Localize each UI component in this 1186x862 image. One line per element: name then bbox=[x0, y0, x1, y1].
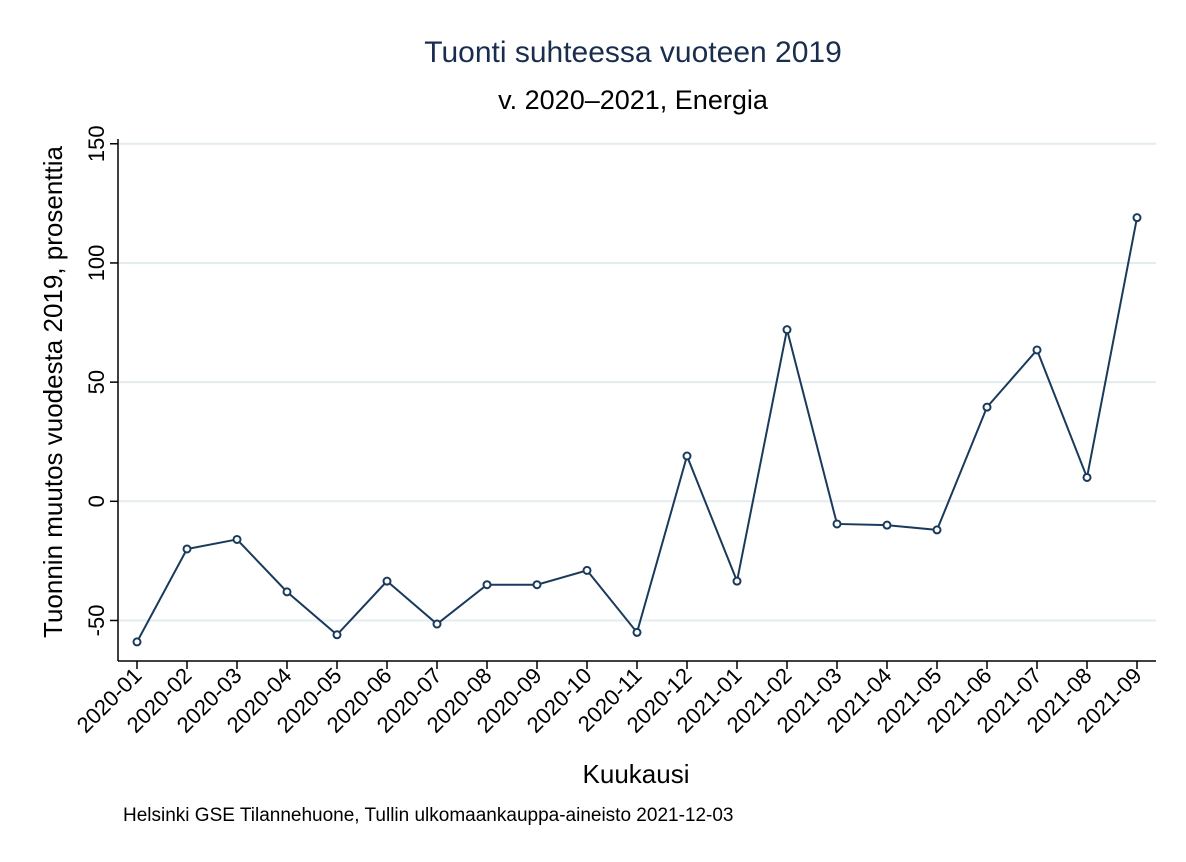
source-note: Helsinki GSE Tilannehuone, Tullin ulkoma… bbox=[123, 805, 734, 826]
y-tick-label: -50 bbox=[84, 605, 109, 637]
data-point bbox=[432, 619, 442, 629]
y-axis-label: Tuonnin muutos vuodesta 2019, prosenttia bbox=[38, 146, 68, 638]
data-point bbox=[582, 565, 592, 575]
y-tick-label: 100 bbox=[84, 245, 109, 282]
data-point bbox=[732, 576, 742, 586]
axes bbox=[117, 139, 1156, 662]
data-point bbox=[382, 576, 392, 586]
data-point bbox=[182, 544, 192, 554]
x-axis-ticks: 2020-012020-022020-032020-042020-052020-… bbox=[72, 661, 1147, 738]
y-tick-label: 0 bbox=[84, 495, 109, 507]
data-point bbox=[682, 451, 692, 461]
data-point bbox=[882, 520, 892, 530]
data-point bbox=[832, 519, 842, 529]
gridlines bbox=[118, 142, 1156, 622]
data-point bbox=[482, 580, 492, 590]
data-point bbox=[132, 637, 142, 647]
x-axis-label: Kuukausi bbox=[583, 759, 690, 789]
data-point bbox=[782, 325, 792, 335]
y-tick-label: 150 bbox=[84, 125, 109, 162]
y-axis-ticks: -50 0 50 100 150 bbox=[84, 125, 118, 636]
data-point bbox=[632, 627, 642, 637]
data-point bbox=[1082, 472, 1092, 482]
y-tick-label: 50 bbox=[84, 370, 109, 394]
data-point bbox=[1132, 213, 1142, 223]
series-group bbox=[132, 213, 1142, 647]
data-point bbox=[332, 630, 342, 640]
chart-title: Tuonti suhteessa vuoteen 2019 bbox=[424, 36, 842, 69]
series-line bbox=[136, 217, 1138, 643]
data-point bbox=[532, 580, 542, 590]
chart-subtitle: v. 2020–2021, Energia bbox=[498, 85, 769, 115]
data-point bbox=[232, 534, 242, 544]
data-point bbox=[932, 525, 942, 535]
data-point bbox=[982, 402, 992, 412]
data-point bbox=[1032, 345, 1042, 355]
data-point bbox=[282, 587, 292, 597]
